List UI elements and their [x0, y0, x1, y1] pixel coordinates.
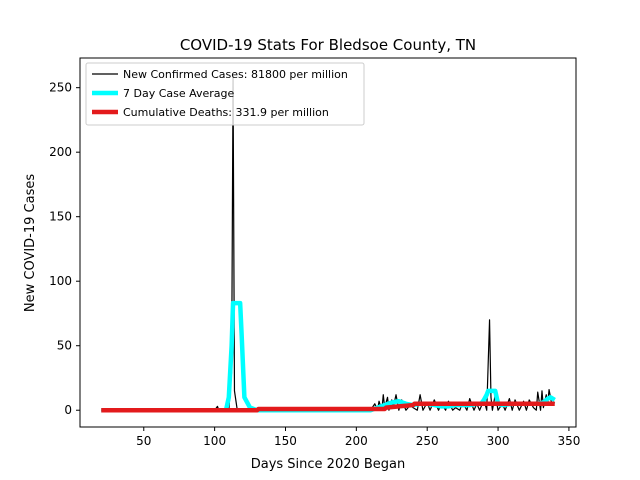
y-tick-label: 250 — [49, 81, 72, 95]
series-7-day-average-line — [101, 300, 556, 413]
chart-title: COVID-19 Stats For Bledsoe County, TN — [180, 36, 476, 54]
y-tick-label: 0 — [64, 403, 72, 417]
series-new-cases-line — [101, 75, 556, 411]
legend-label-7-day-average: 7 Day Case Average — [123, 87, 235, 100]
x-tick-label: 150 — [274, 434, 297, 448]
x-tick-label: 200 — [345, 434, 368, 448]
y-tick-label: 200 — [49, 145, 72, 159]
x-tick-label: 300 — [487, 434, 510, 448]
x-tick-label: 100 — [203, 434, 226, 448]
series-cumulative-deaths-line — [101, 401, 555, 413]
legend-label-new-cases: New Confirmed Cases: 81800 per million — [123, 68, 348, 81]
legend-box — [85, 62, 365, 126]
legend: New Confirmed Cases: 81800 per million 7… — [85, 62, 365, 126]
y-tick-label: 150 — [49, 210, 72, 224]
x-tick-label: 50 — [136, 434, 151, 448]
x-tick-label: 250 — [416, 434, 439, 448]
x-tick-label: 350 — [557, 434, 580, 448]
axes-frame — [79, 57, 577, 428]
y-axis-label: New COVID-19 Cases — [23, 174, 38, 312]
legend-label-cumulative-deaths: Cumulative Deaths: 331.9 per million — [123, 106, 329, 119]
x-axis-label: Days Since 2020 Began — [251, 457, 406, 472]
y-tick-label: 100 — [49, 274, 72, 288]
x-axis-ticks: 50 100 150 200 250 300 350 — [136, 427, 580, 448]
plot-area — [101, 75, 556, 413]
y-tick-label: 50 — [57, 339, 72, 353]
y-axis-ticks: 0 50 100 150 200 250 — [49, 81, 80, 417]
